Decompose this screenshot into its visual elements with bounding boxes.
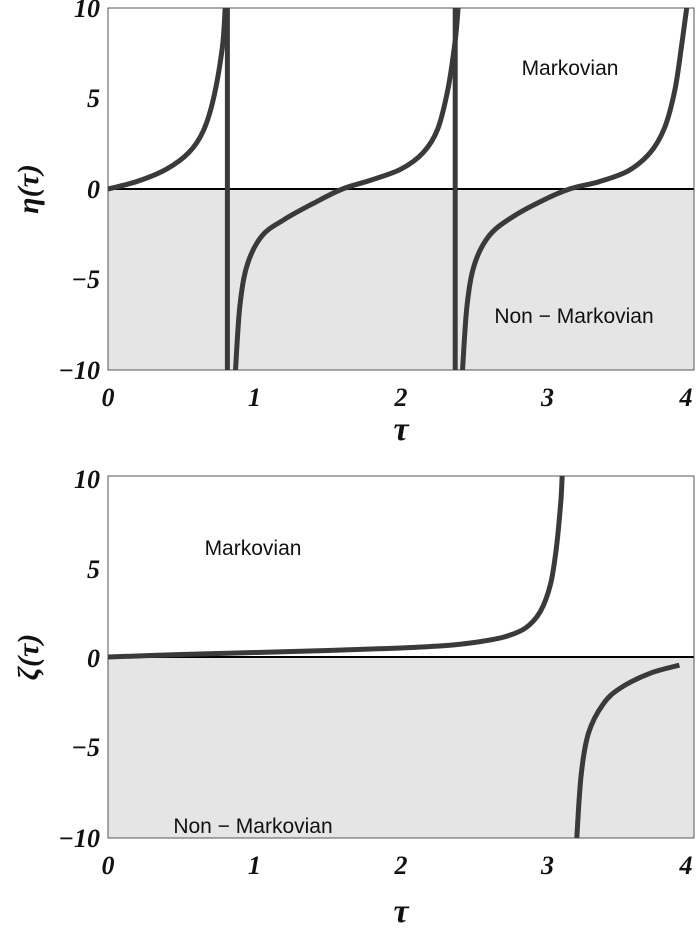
x-tick-label: 0 — [102, 851, 115, 880]
y-tick-label: 5 — [87, 84, 100, 113]
x-tick-label: 2 — [394, 851, 408, 880]
series-curve — [574, 662, 681, 839]
x-tick-label: 0 — [102, 383, 115, 412]
y-tick-label: 0 — [87, 644, 100, 673]
y-tick-label: −10 — [58, 824, 100, 853]
x-tick-label: 3 — [540, 383, 554, 412]
y-tick-label: 10 — [74, 465, 100, 494]
y-tick-label: 0 — [87, 175, 100, 204]
series-curve — [107, 475, 565, 660]
y-tick-label: −10 — [58, 356, 100, 385]
panel-zeta: 10 5 0 −5 −10 0 1 2 3 4 ζ(τ) τ Markovian… — [12, 465, 695, 930]
y-tick-label: −5 — [71, 733, 100, 762]
zeta-curves — [107, 475, 681, 839]
x-axis-label: τ — [393, 411, 409, 448]
x-tick-labels: 0 1 2 3 4 — [102, 851, 693, 880]
series-curve — [233, 7, 461, 371]
x-tick-label: 1 — [248, 851, 261, 880]
y-tick-label: −5 — [71, 265, 100, 294]
panel-eta: 10 5 0 −5 −10 0 1 2 3 4 η(τ) τ Markovian… — [12, 0, 695, 448]
region-label-markovian: Markovian — [205, 537, 302, 560]
x-tick-label: 2 — [394, 383, 408, 412]
region-label-nonmarkovian: Non − Markovian — [494, 305, 653, 328]
x-tick-label: 1 — [248, 383, 261, 412]
shaded-region-nonmarkovian — [108, 189, 694, 370]
y-tick-label: 5 — [87, 555, 100, 584]
y-axis-label: ζ(τ) — [12, 634, 45, 681]
x-tick-label: 4 — [679, 851, 693, 880]
y-tick-label: 10 — [74, 0, 100, 23]
shaded-region-nonmarkovian — [108, 657, 694, 838]
x-tick-label: 3 — [540, 851, 554, 880]
eta-curves — [107, 7, 690, 371]
y-axis-label: η(τ) — [12, 164, 45, 214]
x-tick-labels: 0 1 2 3 4 — [102, 383, 693, 412]
region-label-nonmarkovian: Non − Markovian — [173, 815, 332, 838]
y-tick-labels: 10 5 0 −5 −10 — [58, 465, 100, 853]
region-label-markovian: Markovian — [522, 57, 619, 80]
x-tick-label: 4 — [679, 383, 693, 412]
series-curve — [107, 7, 228, 192]
y-tick-labels: 10 5 0 −5 −10 — [58, 0, 100, 385]
x-axis-label: τ — [393, 893, 409, 930]
series-curve — [460, 7, 690, 371]
